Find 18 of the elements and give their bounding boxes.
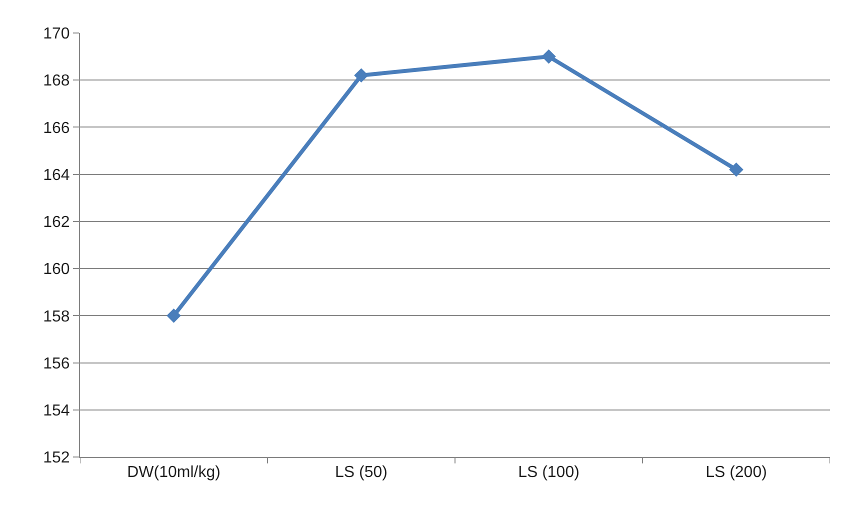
point (166, 308, 181, 323)
y-tick-label: 156 (43, 355, 70, 372)
point (354, 68, 368, 83)
y-tick-label: 152 (43, 450, 70, 467)
y-tick-label: 160 (43, 261, 70, 278)
y-tick-label: 166 (43, 120, 70, 137)
y-tick-label: 158 (43, 308, 70, 326)
y-tick-label: 154 (43, 402, 70, 420)
point (542, 49, 556, 64)
y-tick-label: 168 (43, 72, 70, 90)
y-tick-label: 162 (43, 214, 70, 232)
point (729, 162, 744, 177)
y-tick-label: 170 (43, 26, 70, 43)
y-tick-label: 164 (43, 166, 70, 184)
x-tick-label: LS (50) (335, 464, 388, 482)
x-tick-label: LS (200) (706, 464, 767, 482)
x-tick-label: DW(10ml/kg) (127, 464, 220, 482)
x-tick-label: LS (100) (518, 464, 580, 482)
